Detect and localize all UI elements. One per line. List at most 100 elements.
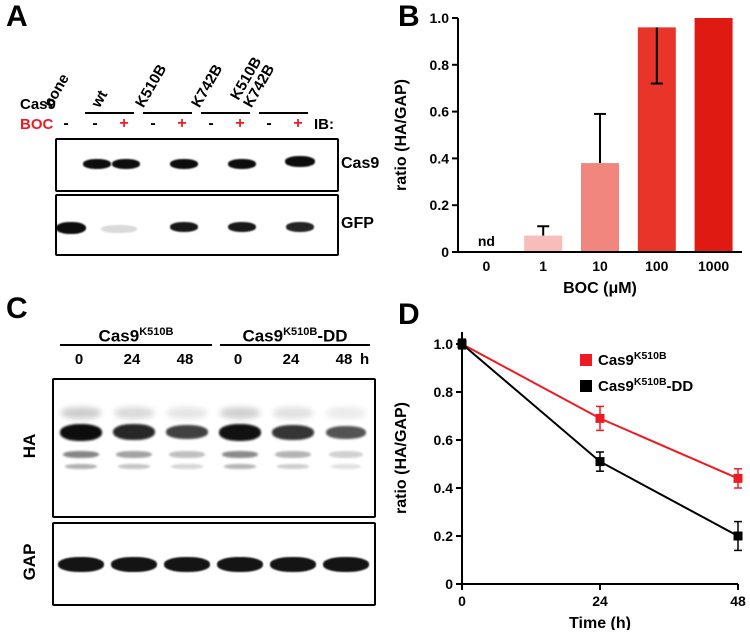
blot-gfp [55, 194, 339, 256]
blot-band [273, 407, 313, 419]
blot-band [272, 424, 314, 440]
boc-sign-4: - [150, 115, 156, 132]
underline-wt [85, 112, 134, 114]
boc-sign-8: - [266, 115, 272, 132]
blot-band [65, 463, 97, 469]
svg-text:nd: nd [478, 233, 495, 249]
blot-band [57, 222, 86, 234]
lane-label-wt: wt [88, 87, 112, 111]
blot-band [329, 450, 363, 458]
bar-chart-svg: 0 1 10 100 1000 nd 0 0.2 0.4 0.6 0.8 1.0 BOC (μM) rat… [393, 10, 742, 297]
time-label-2: 24 [123, 351, 141, 368]
time-label-3: 48 [176, 351, 194, 368]
underline-k510b-k742b [259, 112, 308, 114]
degradation-timecourse-chart: 0 0.2 0.4 0.6 0.8 1.0 0 24 48 Cas9K510B Cas9K510B-… [390, 302, 750, 632]
group1-sup: K510B [139, 326, 174, 338]
svg-text:1.0: 1.0 [434, 336, 454, 352]
group1-base: Cas9 [98, 326, 140, 346]
svg-text:0.6: 0.6 [430, 104, 450, 120]
time-label-4: 0 [233, 351, 243, 368]
boc-sign-1: - [63, 115, 69, 132]
group-label-cas9-k510b: Cas9K510B [56, 322, 216, 347]
ib-label: IB: [314, 116, 334, 133]
svg-text:Cas9K510B: Cas9K510B [598, 350, 667, 369]
blot-band [113, 424, 155, 440]
blot-gap [52, 522, 376, 606]
boc-dose-response-chart: 0 1 10 100 1000 nd 0 0.2 0.4 0.6 0.8 1.0 BOC (μM) rat… [390, 0, 750, 300]
underline-group1 [60, 344, 212, 346]
blot-band [169, 450, 205, 458]
svg-text:0: 0 [483, 258, 491, 274]
lane-label-k742b: K742B [188, 61, 227, 111]
blot-band [111, 556, 157, 572]
svg-text:0.8: 0.8 [430, 57, 450, 73]
blot-band [326, 425, 366, 439]
underline-k510b [143, 112, 192, 114]
blot-ha-label: HA [20, 433, 39, 459]
svg-text:Cas9K510B-DD: Cas9K510B-DD [598, 376, 693, 395]
blot-band [167, 407, 207, 419]
svg-text:0.4: 0.4 [434, 480, 454, 496]
panel-a-letter: A [6, 0, 28, 33]
blot-band [63, 450, 99, 458]
blot-cas9-label: Cas9 [341, 155, 380, 172]
svg-text:48: 48 [730, 593, 746, 609]
blot-band [101, 225, 137, 233]
svg-text:Time (h): Time (h) [569, 615, 631, 630]
time-label-1: 0 [74, 351, 84, 368]
blot-band [116, 450, 152, 458]
line-chart-svg: 0 0.2 0.4 0.6 0.8 1.0 0 24 48 Cas9K510B Cas9K510B-… [393, 332, 746, 632]
cas9-row-label: Cas9 [20, 96, 56, 113]
blot-band [114, 407, 154, 419]
blot-band [270, 556, 316, 572]
svg-text:0.8: 0.8 [434, 384, 454, 400]
svg-text:100: 100 [645, 258, 669, 274]
blot-band [275, 450, 311, 458]
blot-band [171, 463, 203, 469]
blot-ha [52, 378, 376, 518]
boc-sign-2: - [92, 115, 98, 132]
blot-band [222, 450, 258, 458]
group-label-cas9-k510b-dd: Cas9K510B-DD [215, 322, 375, 347]
blot-band [220, 407, 260, 419]
svg-text:1: 1 [539, 258, 547, 274]
blot-band [219, 423, 261, 441]
blot-band [323, 556, 369, 572]
blot-band [118, 463, 150, 469]
svg-text:0.2: 0.2 [430, 197, 450, 213]
blot-cas9 [55, 138, 339, 192]
time-unit-label: h [360, 351, 370, 368]
lane-label-k510b-k742b: K510B K742B [227, 54, 278, 110]
panel-c-letter: C [6, 292, 28, 325]
blot-band [60, 423, 102, 441]
lane-label-k510b: K510B [132, 61, 171, 111]
blot-band [286, 222, 314, 232]
blot-band [83, 159, 111, 169]
panel-b-letter: B [398, 0, 420, 33]
svg-text:0.2: 0.2 [434, 528, 454, 544]
group2-suffix: -DD [317, 326, 348, 346]
blot-band [170, 222, 198, 232]
svg-text:0: 0 [445, 576, 453, 592]
blot-band [112, 159, 140, 169]
time-label-5: 24 [282, 351, 300, 368]
underline-group2 [220, 344, 370, 346]
blot-band [331, 463, 361, 469]
svg-text:24: 24 [592, 593, 608, 609]
blot-band [58, 556, 104, 572]
blot-band [326, 407, 366, 419]
svg-text:ratio (HA/GAP): ratio (HA/GAP) [393, 79, 410, 191]
boc-sign-3: + [119, 115, 129, 132]
panel-d-letter: D [398, 298, 420, 331]
boc-sign-6: - [208, 115, 214, 132]
blot-band [217, 556, 263, 572]
blot-band [166, 425, 208, 439]
group2-sup: K510B [283, 326, 318, 338]
underline-k742b [201, 112, 250, 114]
blot-band [285, 155, 315, 167]
time-label-6: 48 [335, 351, 353, 368]
svg-text:0: 0 [441, 244, 449, 260]
svg-text:0.4: 0.4 [430, 150, 450, 166]
svg-text:1000: 1000 [698, 258, 729, 274]
group2-base: Cas9 [242, 326, 284, 346]
